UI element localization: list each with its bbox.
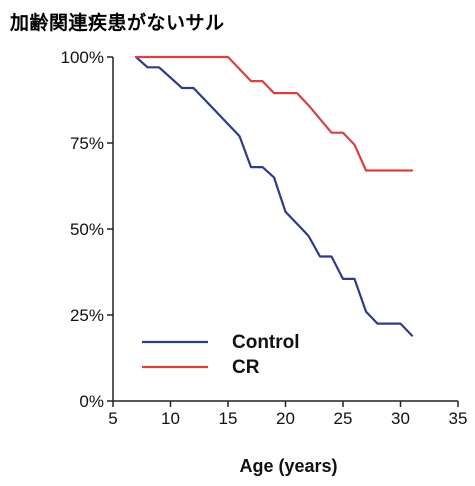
legend-label-control: Control bbox=[232, 332, 300, 353]
x-ticks: 5 10 15 20 25 30 35 bbox=[108, 401, 467, 428]
y-tick-label: 50% bbox=[70, 220, 104, 239]
x-tick-label: 35 bbox=[449, 409, 468, 428]
x-tick-label: 25 bbox=[334, 409, 353, 428]
series-line-control bbox=[134, 55, 414, 337]
x-tick-label: 5 bbox=[108, 409, 117, 428]
x-tick-label: 15 bbox=[219, 409, 238, 428]
series-line-cr bbox=[134, 55, 414, 172]
y-tick-label: 75% bbox=[70, 134, 104, 153]
y-ticks: 0% 25% 50% 75% 100% bbox=[61, 48, 113, 411]
y-tick-label: 0% bbox=[79, 392, 104, 411]
y-tick-label: 100% bbox=[61, 48, 104, 67]
x-axis-title: Age (years) bbox=[239, 456, 337, 476]
x-tick-label: 30 bbox=[391, 409, 410, 428]
legend: Control CR bbox=[142, 332, 300, 378]
x-tick-label: 20 bbox=[276, 409, 295, 428]
x-tick-label: 10 bbox=[161, 409, 180, 428]
y-tick-label: 25% bbox=[70, 306, 104, 325]
chart-title: 加齢関連疾患がないサル bbox=[10, 12, 225, 34]
legend-label-cr: CR bbox=[232, 357, 260, 378]
series-lines bbox=[134, 55, 414, 337]
